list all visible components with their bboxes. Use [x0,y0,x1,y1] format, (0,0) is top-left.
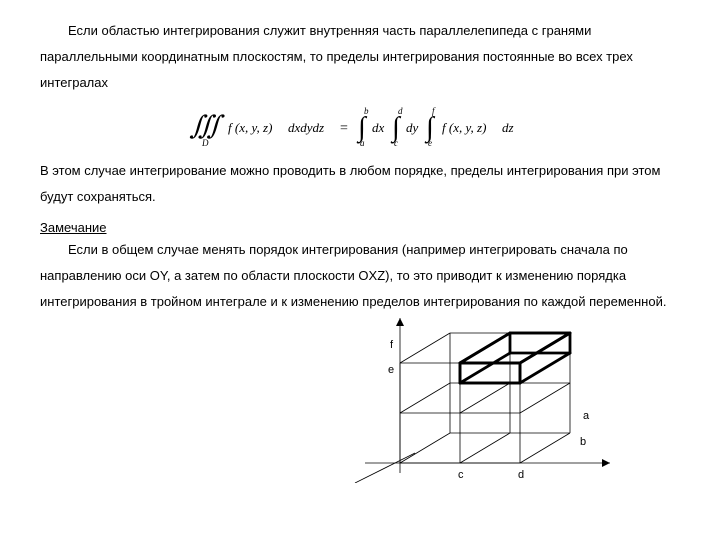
dy: dy [406,120,419,135]
paragraph-1: Если областью интегрирования служит внут… [40,18,680,96]
integrand-rhs: f (x, y, z) [442,120,486,135]
dx: dx [372,120,385,135]
dz: dz [502,120,514,135]
svg-text:∭: ∭ [189,111,225,140]
label-f: f [390,339,394,351]
axis-y [355,453,415,483]
lim-c: c [394,138,398,148]
region-label: D [201,138,209,148]
diagram-parallelepiped: a b c d e f [40,313,680,483]
diff-lhs: dxdydz [288,120,324,135]
bold-box [460,333,570,383]
highlighted-cell [460,333,570,383]
label-c: c [458,469,464,481]
page: Если областью интегрирования служит внут… [0,0,720,483]
label-e: e [388,364,394,376]
svg-text:=: = [340,121,348,136]
label-b: b [580,436,586,448]
label-a: a [583,410,590,422]
lim-f: f [432,106,436,116]
paragraph-2: В этом случае интегрирование можно прово… [40,158,680,210]
lim-a: a [360,138,365,148]
lim-d: d [398,106,403,116]
note-heading: Замечание [40,220,107,235]
formula-triple-integral: ∭ D f (x, y, z) dxdydz = ∫ a b dx ∫ c d … [40,104,680,148]
lim-e: e [428,138,432,148]
label-d: d [518,469,524,481]
paragraph-3: Если в общем случае менять порядок интег… [40,237,680,315]
lim-b: b [364,106,369,116]
integrand-lhs: f (x, y, z) [228,120,272,135]
